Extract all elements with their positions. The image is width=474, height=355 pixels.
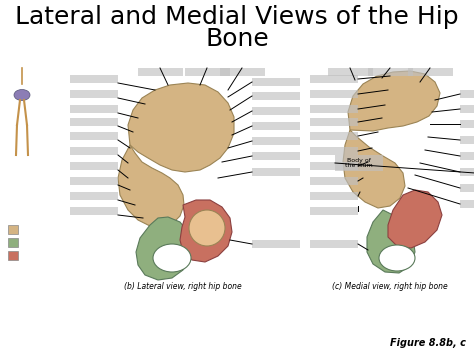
- FancyBboxPatch shape: [220, 68, 265, 76]
- FancyBboxPatch shape: [310, 118, 358, 126]
- FancyBboxPatch shape: [70, 147, 118, 155]
- FancyBboxPatch shape: [460, 168, 474, 176]
- Text: Figure 8.8b, c: Figure 8.8b, c: [390, 338, 466, 348]
- FancyBboxPatch shape: [252, 168, 300, 176]
- FancyBboxPatch shape: [70, 118, 118, 126]
- FancyBboxPatch shape: [310, 90, 358, 98]
- FancyBboxPatch shape: [138, 68, 183, 76]
- FancyBboxPatch shape: [310, 207, 358, 215]
- FancyBboxPatch shape: [70, 90, 118, 98]
- FancyBboxPatch shape: [460, 152, 474, 160]
- FancyBboxPatch shape: [310, 177, 358, 185]
- Ellipse shape: [14, 89, 30, 100]
- FancyBboxPatch shape: [252, 122, 300, 130]
- Polygon shape: [128, 83, 234, 172]
- Text: Lateral and Medial Views of the Hip: Lateral and Medial Views of the Hip: [15, 5, 459, 29]
- FancyBboxPatch shape: [252, 137, 300, 145]
- FancyBboxPatch shape: [70, 177, 118, 185]
- Circle shape: [189, 210, 225, 246]
- FancyBboxPatch shape: [335, 155, 383, 171]
- Ellipse shape: [379, 245, 415, 271]
- FancyBboxPatch shape: [310, 75, 358, 83]
- FancyBboxPatch shape: [252, 152, 300, 160]
- FancyBboxPatch shape: [252, 240, 300, 248]
- FancyBboxPatch shape: [70, 162, 118, 170]
- FancyBboxPatch shape: [252, 78, 300, 86]
- FancyBboxPatch shape: [252, 92, 300, 100]
- FancyBboxPatch shape: [310, 105, 358, 113]
- FancyBboxPatch shape: [310, 147, 358, 155]
- Text: Bone: Bone: [205, 27, 269, 51]
- Polygon shape: [348, 71, 440, 131]
- FancyBboxPatch shape: [310, 132, 358, 140]
- FancyBboxPatch shape: [70, 105, 118, 113]
- Polygon shape: [367, 210, 415, 273]
- FancyBboxPatch shape: [460, 136, 474, 144]
- FancyBboxPatch shape: [8, 225, 18, 234]
- Polygon shape: [343, 130, 405, 208]
- FancyBboxPatch shape: [310, 192, 358, 200]
- FancyBboxPatch shape: [252, 107, 300, 115]
- FancyBboxPatch shape: [70, 75, 118, 83]
- FancyBboxPatch shape: [460, 105, 474, 113]
- FancyBboxPatch shape: [310, 240, 358, 248]
- FancyBboxPatch shape: [408, 68, 453, 76]
- Text: (b) Lateral view, right hip bone: (b) Lateral view, right hip bone: [124, 282, 242, 291]
- FancyBboxPatch shape: [460, 90, 474, 98]
- FancyBboxPatch shape: [8, 251, 18, 260]
- Ellipse shape: [153, 244, 191, 272]
- FancyBboxPatch shape: [8, 238, 18, 247]
- FancyBboxPatch shape: [70, 132, 118, 140]
- Text: (c) Medial view, right hip bone: (c) Medial view, right hip bone: [332, 282, 448, 291]
- FancyBboxPatch shape: [460, 200, 474, 208]
- FancyBboxPatch shape: [70, 207, 118, 215]
- FancyBboxPatch shape: [185, 68, 230, 76]
- FancyBboxPatch shape: [460, 184, 474, 192]
- Polygon shape: [388, 190, 442, 248]
- FancyBboxPatch shape: [328, 68, 373, 76]
- Polygon shape: [136, 217, 192, 280]
- FancyBboxPatch shape: [70, 192, 118, 200]
- FancyBboxPatch shape: [310, 162, 358, 170]
- Text: Body of
the ilium: Body of the ilium: [345, 158, 373, 168]
- Polygon shape: [180, 200, 232, 262]
- FancyBboxPatch shape: [460, 120, 474, 128]
- Polygon shape: [118, 145, 184, 228]
- FancyBboxPatch shape: [368, 68, 413, 76]
